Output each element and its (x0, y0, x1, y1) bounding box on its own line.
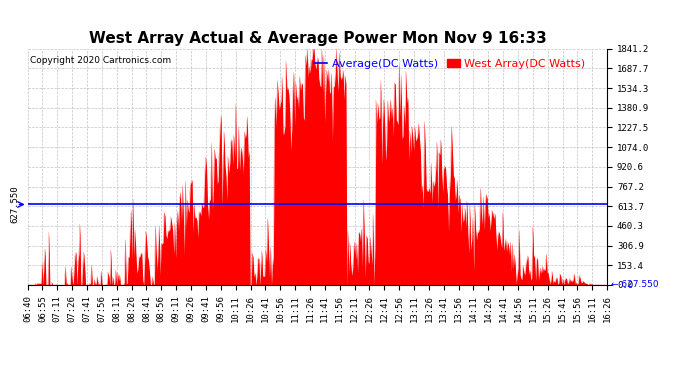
Text: ← 627.550: ← 627.550 (611, 280, 659, 290)
Text: 627.550: 627.550 (10, 186, 19, 223)
Text: Copyright 2020 Cartronics.com: Copyright 2020 Cartronics.com (30, 56, 172, 65)
Title: West Array Actual & Average Power Mon Nov 9 16:33: West Array Actual & Average Power Mon No… (88, 31, 546, 46)
Legend: Average(DC Watts), West Array(DC Watts): Average(DC Watts), West Array(DC Watts) (310, 54, 590, 73)
